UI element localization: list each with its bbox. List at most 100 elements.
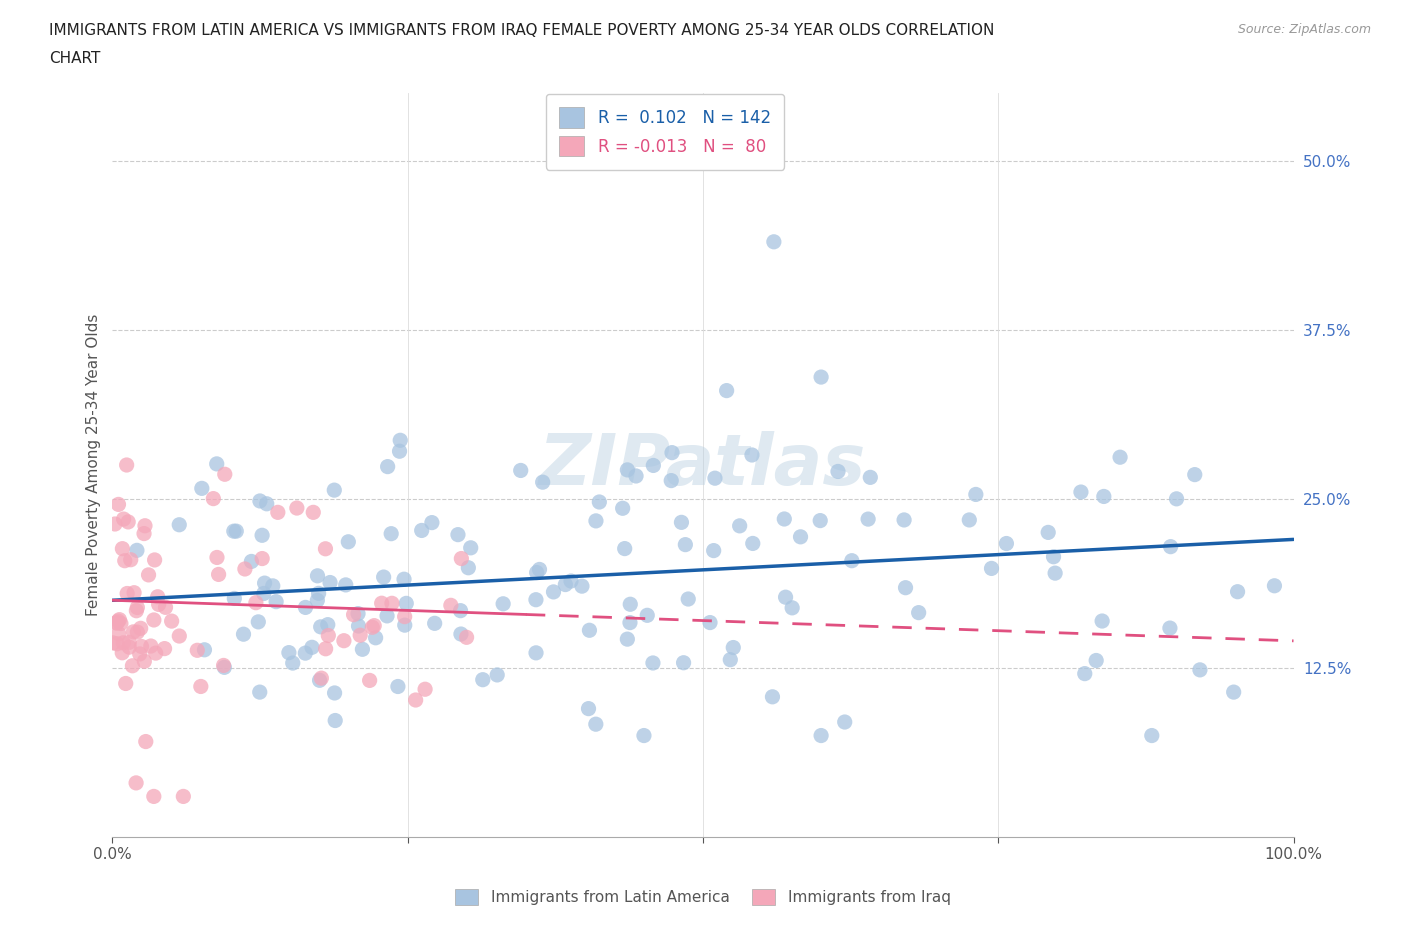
Point [111,645,134,660]
Point [1222,684,1244,699]
Point [214,660,236,675]
Point [319,575,342,590]
Point [335,578,357,592]
Point [267,505,290,520]
Point [145,645,167,660]
Point [167,517,190,532]
Point [110,616,132,631]
Point [225,524,247,538]
Point [728,518,751,533]
Point [121,658,143,673]
Point [810,728,832,743]
Point [114,553,136,568]
Point [107,614,129,629]
Point [134,654,156,669]
Point [207,567,229,582]
Point [1091,614,1114,629]
Point [380,526,402,541]
Point [315,642,337,657]
Point [387,679,409,694]
Point [122,585,145,600]
Point [1085,653,1108,668]
Point [105,616,128,631]
Point [775,590,797,604]
Point [1092,489,1115,504]
Point [1226,584,1249,599]
Point [308,673,330,688]
Point [323,483,346,498]
Point [1188,662,1211,677]
Point [262,578,284,593]
Text: IMMIGRANTS FROM LATIN AMERICA VS IMMIGRANTS FROM IRAQ FEMALE POVERTY AMONG 25-34: IMMIGRANTS FROM LATIN AMERICA VS IMMIGRA… [49,23,994,38]
Point [250,551,273,566]
Point [127,600,149,615]
Point [118,640,141,655]
Point [834,714,856,729]
Point [349,628,371,643]
Point [146,590,169,604]
Point [1160,539,1182,554]
Point [104,516,127,531]
Point [128,646,150,661]
Point [808,513,831,528]
Point [907,605,929,620]
Point [827,464,849,479]
Point [394,618,416,632]
Point [205,550,228,565]
Point [395,596,418,611]
Point [120,552,142,567]
Point [1263,578,1285,593]
Point [125,776,148,790]
Point [619,597,641,612]
Point [1184,467,1206,482]
Point [253,586,276,601]
Point [773,512,796,526]
Point [323,713,346,728]
Point [619,615,641,630]
Point [115,458,138,472]
Point [347,618,370,633]
Point [347,606,370,621]
Point [450,604,472,618]
Point [308,586,330,601]
Point [440,598,463,613]
Point [578,701,600,716]
Point [1166,491,1188,506]
Point [160,614,183,629]
Point [186,643,208,658]
Point [1074,666,1097,681]
Point [115,586,138,601]
Point [673,538,696,552]
Point [381,596,404,611]
Point [342,607,364,622]
Point [699,615,721,630]
Point [641,656,664,671]
Point [222,524,245,538]
Point [153,641,176,656]
Point [995,536,1018,551]
Point [112,635,135,650]
Point [571,578,593,593]
Point [1159,620,1181,635]
Point [214,467,236,482]
Point [370,596,392,611]
Point [588,495,610,510]
Point [191,481,214,496]
Point [363,618,385,633]
Point [107,626,129,641]
Point [405,693,427,708]
Point [526,565,548,580]
Point [741,536,763,551]
Point [616,631,638,646]
Point [672,656,695,671]
Point [394,609,416,624]
Point [311,671,333,685]
Point [676,591,699,606]
Point [723,640,745,655]
Point [810,369,832,384]
Point [318,628,340,643]
Point [1043,565,1066,580]
Point [554,578,576,592]
Point [980,561,1002,576]
Point [661,445,683,460]
